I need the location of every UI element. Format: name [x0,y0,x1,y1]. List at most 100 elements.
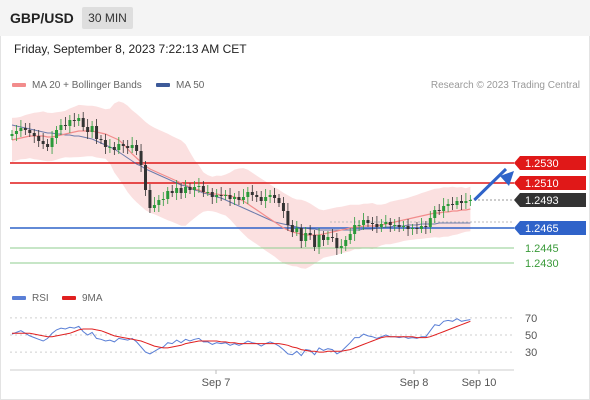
candle [50,131,54,154]
candle [188,183,192,194]
level-label-1.2445: 1.2445 [525,243,559,255]
candle-body [370,223,374,224]
candle [81,112,85,131]
candle [99,135,103,144]
ma50-line [11,124,471,231]
candle-body [166,191,170,199]
level-tag-1.2510 [514,176,586,190]
candle [348,228,352,244]
timeframe-button[interactable]: 30 MIN [82,7,133,29]
candle-body [63,125,67,126]
candle-body [424,226,428,227]
candle [63,117,67,130]
candle-body [41,141,45,144]
candle [237,191,241,205]
candle-body [68,120,72,126]
candle [455,197,459,209]
candle [14,125,18,141]
candle [353,217,357,241]
x-label-Sep 7: Sep 7 [202,377,231,389]
candle [384,215,388,228]
candle-body [77,118,81,121]
candle [95,119,99,144]
candle [442,198,446,218]
candle [264,189,268,208]
candle [192,181,196,197]
candle-body [451,204,455,205]
candle-body [348,234,352,240]
candle-body [330,237,334,238]
candle-body [188,187,192,190]
level-tag-1.2493 [514,193,586,207]
candle-body [224,195,228,196]
candle [308,225,312,240]
candle-body [353,225,357,234]
candle-body [241,197,245,200]
candle-body [46,144,50,147]
candle [210,188,214,204]
legend-ma20-label: MA 20 + Bollinger Bands [32,80,142,91]
candle-body [233,197,236,199]
candle-body [442,206,446,211]
candle [135,140,139,155]
candle [273,188,277,203]
candle-body [95,126,99,139]
candle [55,126,58,144]
candle [362,213,366,230]
candle [299,224,303,248]
candle [326,231,330,245]
rsi-swatch [12,296,26,301]
candle-body [264,197,268,201]
candle-body [121,144,125,146]
candle [428,211,432,233]
candle [317,228,321,254]
candle-body [144,165,147,190]
candle-body [237,197,241,200]
candle-body [268,195,272,197]
candle-body [339,246,343,248]
rsi-tick-50: 50 [525,330,537,342]
candle-body [259,197,263,201]
candle [206,185,210,196]
ma50-swatch [156,83,170,88]
candle [366,216,370,227]
candle-body [139,151,143,165]
candle [388,218,392,232]
candle [344,236,348,251]
candle-body [290,225,294,232]
ma20-swatch [12,83,26,88]
candle [375,216,379,233]
legend-ma50: MA 50 [156,80,204,91]
level-label-1.2493: 1.2493 [525,195,559,207]
candle-body [388,222,392,225]
rsi-9ma-line [12,320,471,353]
candle [290,220,294,237]
candle [197,178,201,193]
candle [215,189,219,203]
candle-body [32,133,36,136]
candle-body [14,131,18,134]
candle [103,134,107,154]
candle [397,217,401,232]
candle-body [295,228,299,232]
candle-body [362,220,366,225]
candle [10,130,14,140]
candle-body [468,200,472,201]
candle [268,190,272,203]
candle [184,180,188,198]
candle [46,139,50,151]
candle-body [411,228,414,229]
candle [250,185,254,201]
legend-rsi-label: RSI [32,293,49,304]
candle [437,204,441,215]
candle-body [246,192,250,197]
candle-body [103,140,107,147]
candle [90,121,94,138]
candle-body [393,225,397,226]
candle-body [437,210,441,211]
candle-body [228,195,232,199]
candle [170,185,174,197]
candle-body [55,130,58,138]
candle [148,184,152,213]
